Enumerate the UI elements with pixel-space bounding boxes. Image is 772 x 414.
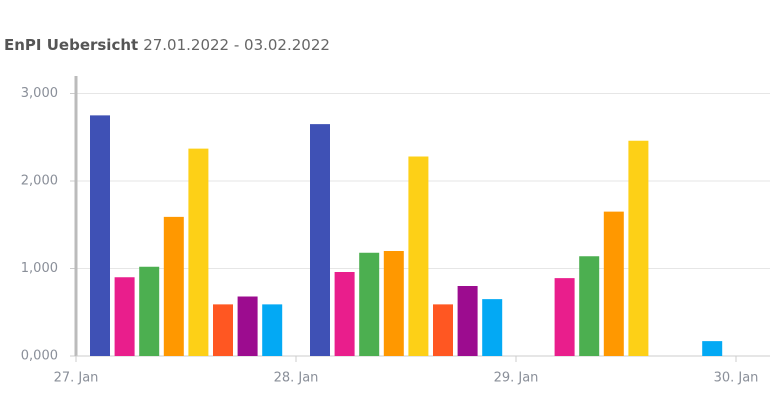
bar bbox=[457, 286, 478, 356]
bar bbox=[579, 256, 600, 356]
x-tick-label: 28. Jan bbox=[274, 371, 319, 386]
bar bbox=[433, 304, 453, 356]
bar bbox=[359, 252, 380, 356]
y-tick-label: 0,000 bbox=[21, 349, 58, 364]
bar bbox=[383, 251, 404, 356]
x-tick-label: 30. Jan bbox=[714, 371, 759, 386]
bar bbox=[482, 299, 503, 356]
x-tick-label: 27. Jan bbox=[54, 371, 99, 386]
x-tick-label: 29. Jan bbox=[494, 371, 539, 386]
bar bbox=[90, 115, 110, 356]
y-tick-label: 1,000 bbox=[21, 261, 58, 276]
bar bbox=[114, 277, 135, 356]
bar bbox=[163, 216, 184, 356]
bar bbox=[554, 278, 575, 356]
bar bbox=[603, 211, 624, 356]
bar bbox=[702, 341, 723, 356]
chart-heading: EnPI Uebersicht 27.01.2022 - 03.02.2022 bbox=[4, 36, 330, 54]
bar bbox=[139, 266, 160, 356]
chart-title: EnPI Uebersicht bbox=[4, 36, 138, 54]
y-tick-label: 3,000 bbox=[21, 86, 58, 101]
y-tick-label: 2,000 bbox=[21, 174, 58, 189]
bar bbox=[237, 296, 258, 356]
chart-subtitle: 27.01.2022 - 03.02.2022 bbox=[143, 36, 330, 54]
bar bbox=[310, 124, 330, 356]
bar bbox=[408, 156, 429, 356]
bar bbox=[334, 272, 355, 356]
bar bbox=[628, 140, 649, 356]
bar bbox=[262, 304, 283, 356]
bar bbox=[213, 304, 233, 356]
bar bbox=[188, 148, 209, 356]
